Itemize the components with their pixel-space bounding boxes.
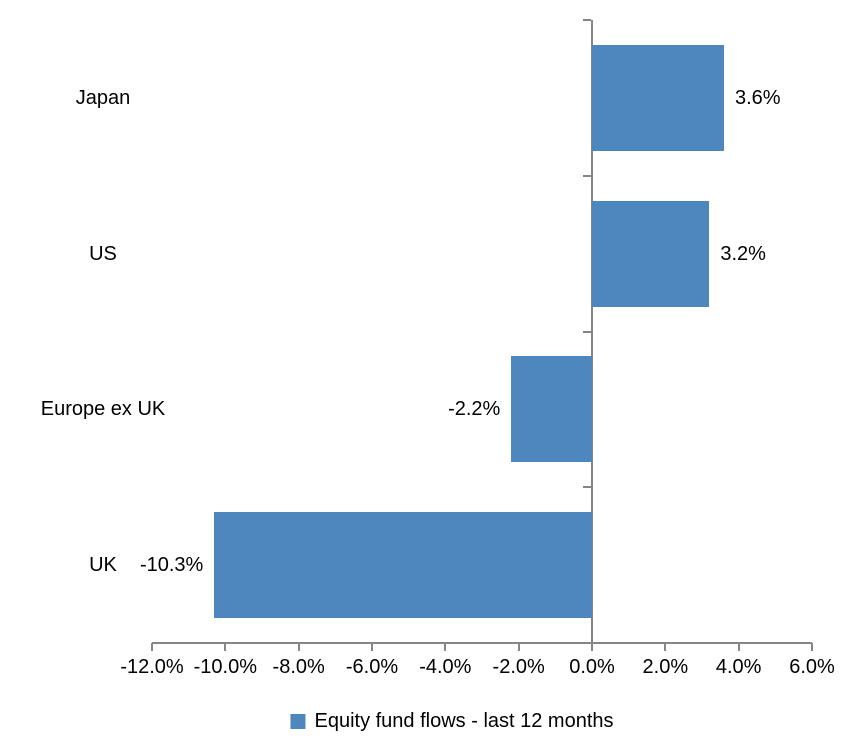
bar-us [592,200,710,307]
x-axis-tick-label: 4.0% [715,656,762,678]
x-axis-tick [811,643,813,651]
category-label: UK [89,554,117,577]
y-axis-tick [583,330,591,333]
category-label: Japan [75,86,131,109]
y-axis-line [591,20,593,651]
data-label: -10.3% [139,554,204,577]
x-axis-tick [591,643,593,651]
data-label: 3.6% [735,86,781,109]
x-axis-tick [224,643,227,651]
x-axis-tick-label: -6.0% [345,656,399,678]
data-label: -2.2% [448,398,501,421]
x-axis-tick-label: -10.0% [193,656,258,678]
x-axis-tick [444,643,447,651]
x-axis-tick-label: -2.0% [492,656,545,678]
y-axis-tick [583,19,591,21]
bar-europe-ex-uk [511,356,592,463]
x-axis-tick-label: -12.0% [120,656,184,678]
x-axis-tick [151,643,153,651]
x-axis-tick-label: 0.0% [569,656,615,678]
x-axis-tick-label: 6.0% [789,656,835,678]
x-axis-tick [737,643,740,651]
chart-legend: Equity fund flows - last 12 months [290,708,614,734]
x-axis-tick-label: -4.0% [419,656,472,678]
x-axis-tick-label: -8.0% [272,656,325,678]
x-axis-tick [664,643,667,651]
y-axis-tick [583,174,591,177]
x-axis-tick [371,643,373,651]
x-axis-tick [517,643,520,651]
x-axis-tick-label: 2.0% [642,656,689,678]
bar-uk [214,512,592,619]
y-axis-tick [583,486,591,489]
x-axis-tick [297,643,300,651]
bar-japan [592,44,724,151]
category-label: US [89,242,117,265]
legend-label: Equity fund flows - last 12 months [314,710,614,732]
category-label: Europe ex UK [40,398,166,421]
legend-swatch [290,713,306,729]
x-axis-line [152,642,812,644]
data-label: 3.2% [720,242,766,265]
